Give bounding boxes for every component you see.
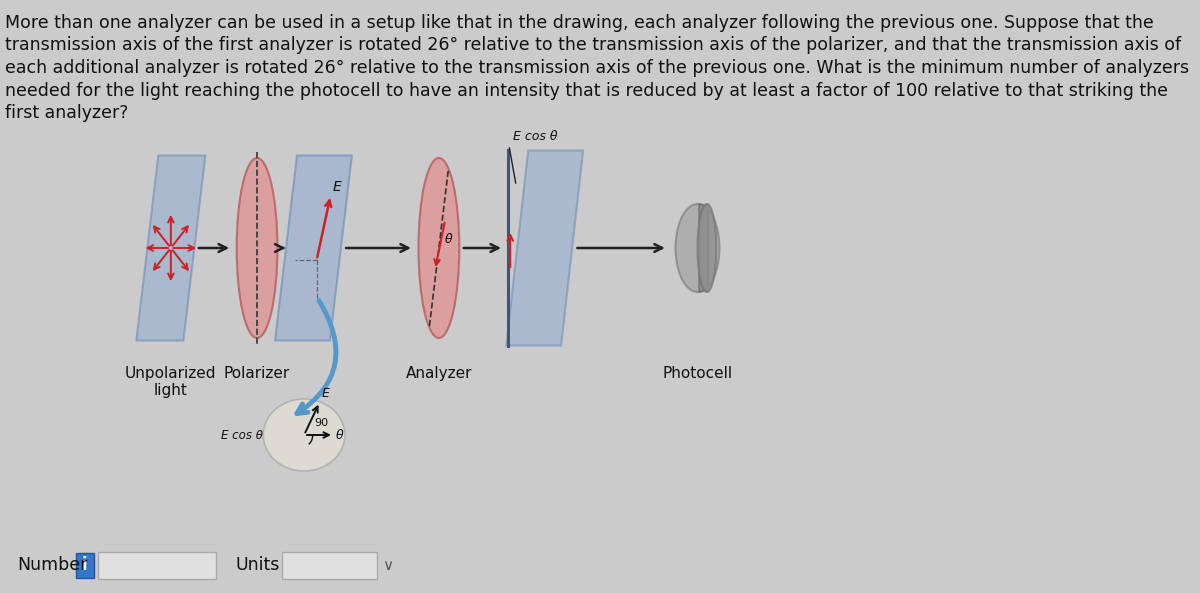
Text: first analyzer?: first analyzer? xyxy=(6,104,128,122)
Ellipse shape xyxy=(419,158,460,338)
Text: E cos θ: E cos θ xyxy=(221,429,263,442)
Text: 90: 90 xyxy=(314,418,329,428)
Text: ∨: ∨ xyxy=(383,559,394,573)
Text: transmission axis of the first analyzer is rotated 26° relative to the transmiss: transmission axis of the first analyzer … xyxy=(6,37,1182,55)
Text: θ: θ xyxy=(336,429,344,442)
FancyBboxPatch shape xyxy=(97,551,216,579)
Polygon shape xyxy=(506,151,583,346)
FancyBboxPatch shape xyxy=(282,551,377,579)
Text: Photocell: Photocell xyxy=(662,366,732,381)
Text: light: light xyxy=(154,383,187,398)
Ellipse shape xyxy=(236,158,277,338)
Text: Unpolarized: Unpolarized xyxy=(125,366,216,381)
Ellipse shape xyxy=(676,204,720,292)
Ellipse shape xyxy=(697,204,716,292)
Ellipse shape xyxy=(263,399,344,471)
Text: Analyzer: Analyzer xyxy=(406,366,472,381)
Text: Number: Number xyxy=(17,556,88,574)
Text: i: i xyxy=(82,556,88,574)
Polygon shape xyxy=(700,204,708,292)
Text: More than one analyzer can be used in a setup like that in the drawing, each ana: More than one analyzer can be used in a … xyxy=(6,14,1154,32)
Text: E: E xyxy=(334,180,342,194)
Text: Polarizer: Polarizer xyxy=(224,366,290,381)
FancyBboxPatch shape xyxy=(76,553,94,578)
Text: needed for the light reaching the photocell to have an intensity that is reduced: needed for the light reaching the photoc… xyxy=(6,81,1169,100)
Text: Units: Units xyxy=(235,556,280,574)
Polygon shape xyxy=(137,155,205,340)
Text: E: E xyxy=(322,387,329,400)
Text: each additional analyzer is rotated 26° relative to the transmission axis of the: each additional analyzer is rotated 26° … xyxy=(6,59,1189,77)
Polygon shape xyxy=(275,155,352,340)
Text: E cos θ: E cos θ xyxy=(514,130,558,143)
Text: θ: θ xyxy=(445,233,452,246)
